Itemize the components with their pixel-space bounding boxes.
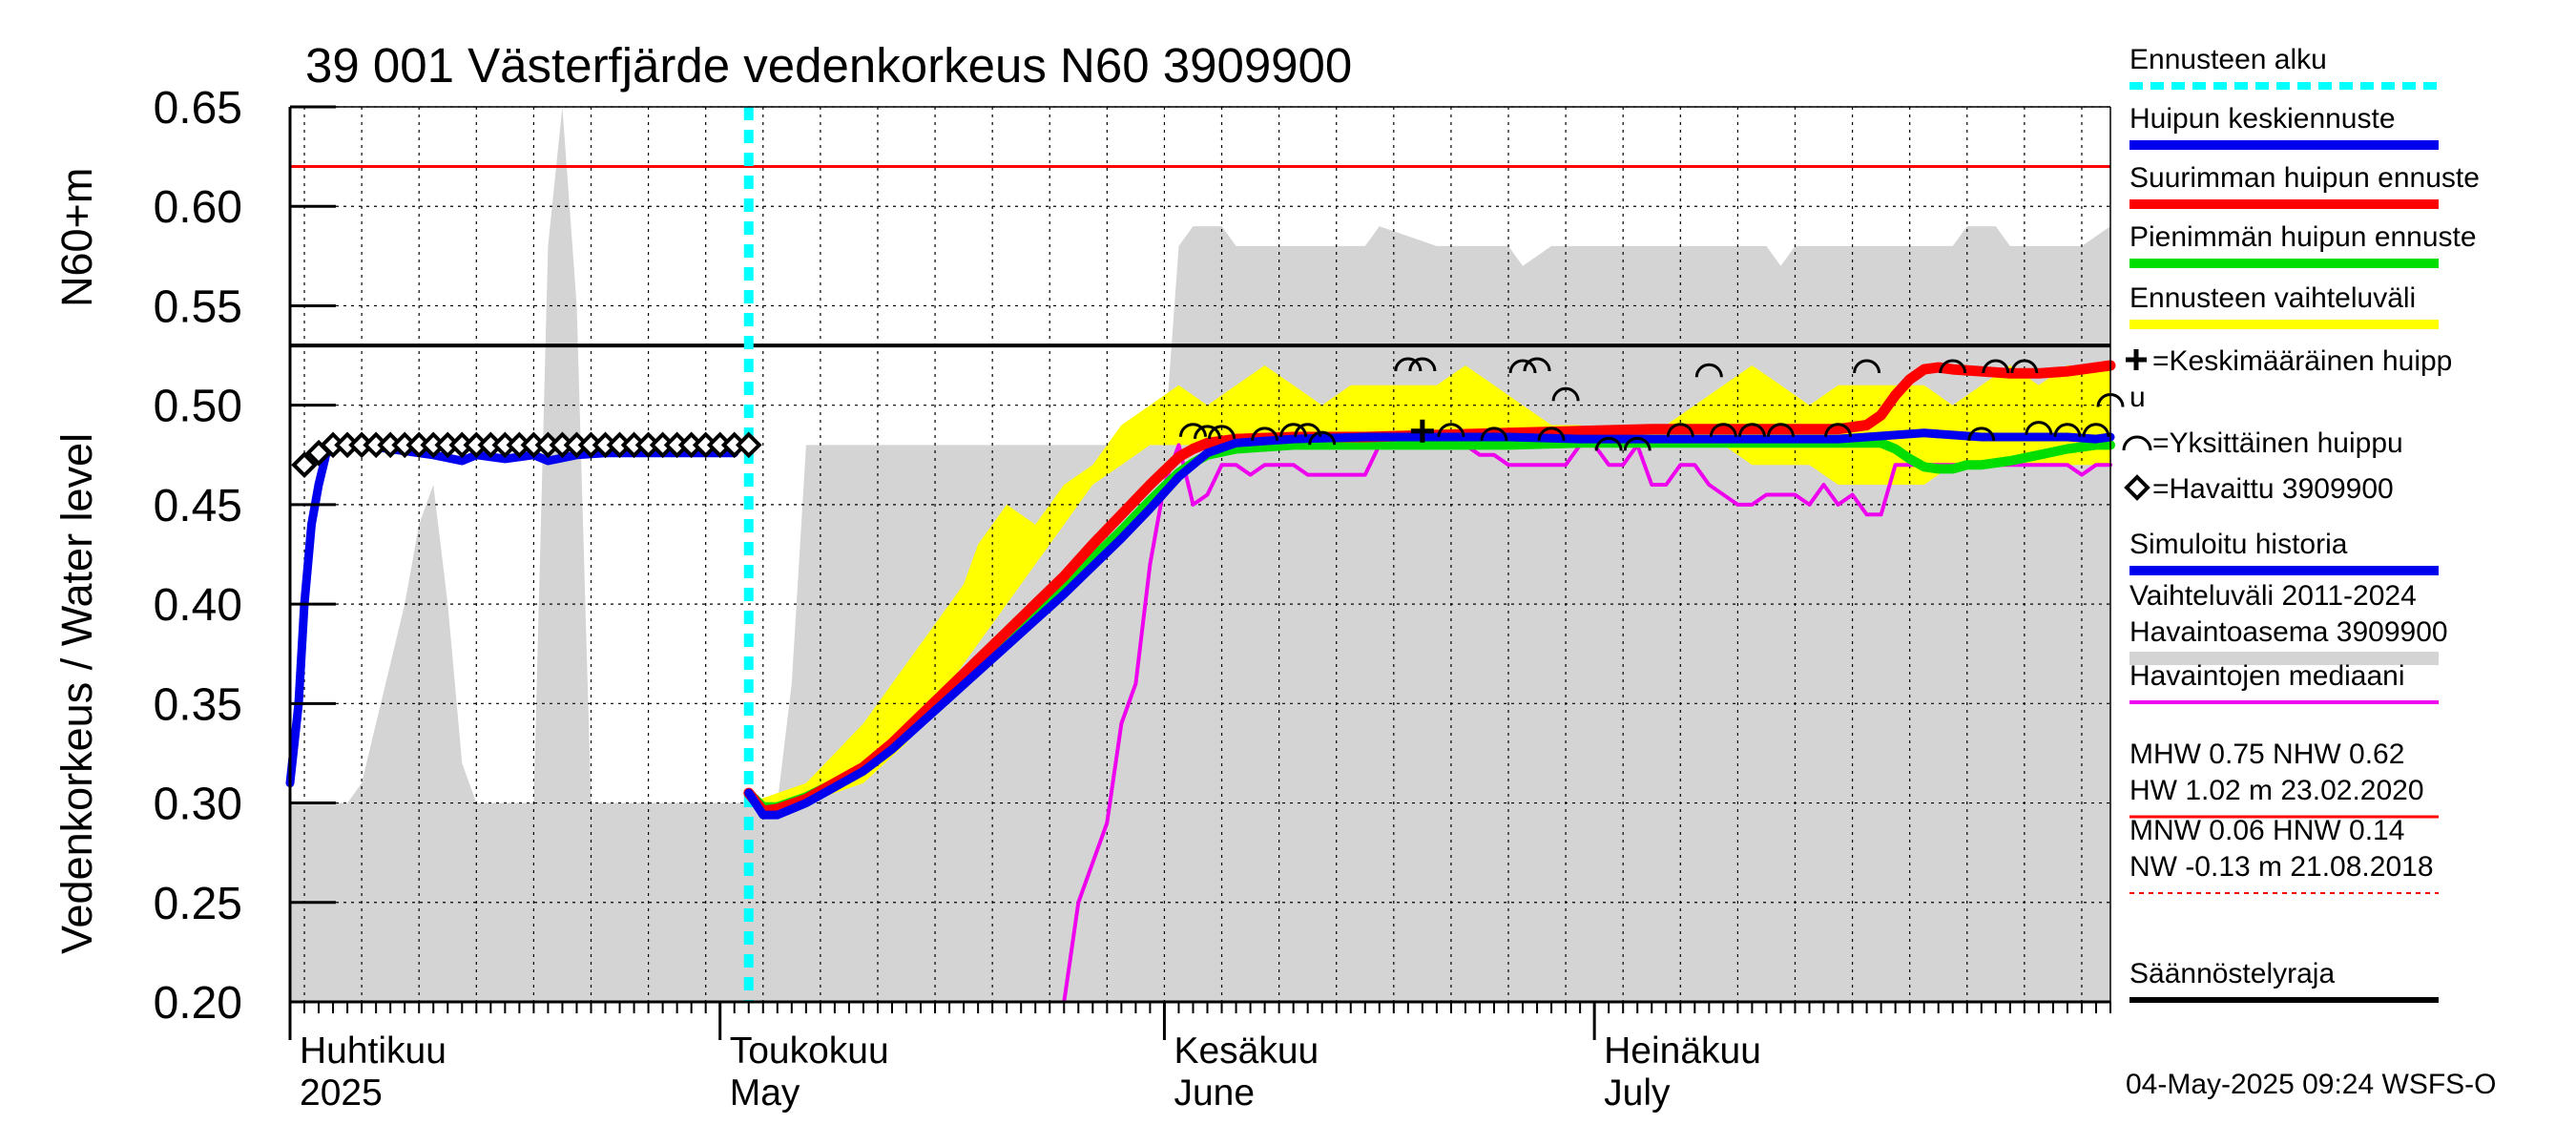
y-tick-label: 0.25 <box>154 879 242 929</box>
single-peak-marker <box>1279 423 1308 437</box>
x-month-label: Huhtikuu <box>300 1030 447 1072</box>
x-month-label: Toukokuu <box>730 1030 889 1072</box>
single-peak-marker <box>1824 423 1853 437</box>
legend-label: Suurimman huipun ennuste <box>2129 162 2480 194</box>
legend-label: =Yksittäinen huippu <box>2152 427 2403 459</box>
single-peak-marker <box>1939 359 1967 374</box>
single-peak-marker <box>1394 357 1423 372</box>
legend-label-secondary: u <box>2129 382 2146 413</box>
band-1 <box>748 365 2110 803</box>
x-month-label-en: June <box>1174 1072 1255 1114</box>
x-month-label-en: May <box>730 1072 800 1114</box>
legend-label: Huipun keskiennuste <box>2129 103 2396 135</box>
legend-label: Ennusteen vaihteluväli <box>2129 282 2416 314</box>
x-month-label: Kesäkuu <box>1174 1030 1319 1072</box>
single-peak-marker <box>1766 423 1795 437</box>
legend-label: =Keskimääräinen huipp <box>2152 345 2452 377</box>
chart-title: 39 001 Västerfjärde vedenkorkeus N60 390… <box>305 38 1352 93</box>
legend-label-secondary: NW -0.13 m 21.08.2018 <box>2129 851 2434 883</box>
legend-label: MHW 0.75 NHW 0.62 <box>2129 739 2404 770</box>
single-peak-marker <box>1694 363 1723 378</box>
legend-label: MNW 0.06 HNW 0.14 <box>2129 815 2404 846</box>
y-tick-label: 0.55 <box>154 281 242 332</box>
observed-point <box>735 431 762 459</box>
legend: Ennusteen alku Huipun keskiennuste Suurimm… <box>2122 44 2480 1003</box>
legend-label: Ennusteen alku <box>2129 44 2327 75</box>
single-peak-marker <box>1480 427 1508 442</box>
single-peak-marker <box>2082 423 2110 437</box>
single-peak-marker <box>1967 427 1996 442</box>
single-peak-marker <box>2053 423 2082 437</box>
single-peak-marker <box>1437 423 1465 437</box>
legend-label: Vaihteluväli 2011-2024 <box>2129 580 2417 612</box>
legend-label-secondary: Havaintoasema 3909900 <box>2129 616 2448 648</box>
y-tick-label: 0.60 <box>154 182 242 233</box>
single-peak-marker <box>1551 386 1580 402</box>
grid-layer <box>290 106 2110 1003</box>
single-peak-marker <box>1666 423 1694 437</box>
legend-label: Pienimmän huipun ennuste <box>2129 221 2477 253</box>
y-tick-label: 0.50 <box>154 382 242 432</box>
y-tick-label: 0.35 <box>154 679 242 730</box>
single-peak-marker <box>1594 436 1623 451</box>
single-peak-marker <box>1623 436 1652 451</box>
x-month-label: Heinäkuu <box>1604 1030 1761 1072</box>
legend-label: Säännöstelyraja <box>2129 958 2335 989</box>
y-axis-label: Vedenkorkeus / Water level <box>52 433 101 954</box>
mean-peak-marker <box>1410 419 1434 443</box>
observed-point <box>291 451 318 479</box>
single-peak-marker <box>1982 359 2010 374</box>
y-tick-label: 0.40 <box>154 580 242 631</box>
single-peak-marker <box>1508 359 1537 374</box>
legend-diamond-icon <box>2124 474 2150 501</box>
series-layer <box>285 360 2116 1004</box>
band-0 <box>290 107 2110 1002</box>
single-peak-marker <box>2010 359 2039 374</box>
single-peak-marker <box>1537 427 1566 442</box>
x-month-label-en: July <box>1604 1072 1671 1114</box>
y-tick-label: 0.20 <box>154 978 242 1029</box>
single-peak-marker <box>1709 423 1737 437</box>
single-peak-marker <box>1737 423 1766 437</box>
single-peak-marker <box>1208 425 1236 439</box>
timestamp: 04-May-2025 09:24 WSFS-O <box>2126 1069 2497 1100</box>
legend-arc-icon <box>2122 435 2152 451</box>
legend-label-secondary: HW 1.02 m 23.02.2020 <box>2129 775 2424 806</box>
legend-label: Simuloitu historia <box>2129 529 2348 560</box>
x-month-label-en: 2025 <box>300 1072 383 1114</box>
y-tick-label: 0.65 <box>154 83 242 134</box>
marker-layer <box>291 357 2125 479</box>
single-peak-marker <box>1853 359 1881 374</box>
series-line-5 <box>744 428 2115 820</box>
single-peak-marker <box>1178 423 1207 437</box>
single-peak-marker <box>1308 430 1337 446</box>
single-peak-marker <box>2025 421 2053 435</box>
legend-label: =Havaittu 3909900 <box>2152 473 2394 505</box>
y-tick-label: 0.45 <box>154 481 242 531</box>
legend-plus-icon <box>2126 349 2147 370</box>
axes-layer: 0.65 0.60 0.55 0.50 0.45 0.40 0.35 0.30 0.25 0.20… <box>154 83 2111 1114</box>
y-axis-unit: N60+m <box>52 168 101 307</box>
single-peak-marker <box>1194 425 1222 439</box>
single-peak-marker <box>1408 357 1437 372</box>
band-layer <box>290 107 2110 1002</box>
single-peak-marker <box>1251 427 1279 442</box>
legend-label: Havaintojen mediaani <box>2129 660 2405 692</box>
single-peak-marker <box>1523 357 1551 372</box>
y-tick-label: 0.30 <box>154 780 242 830</box>
